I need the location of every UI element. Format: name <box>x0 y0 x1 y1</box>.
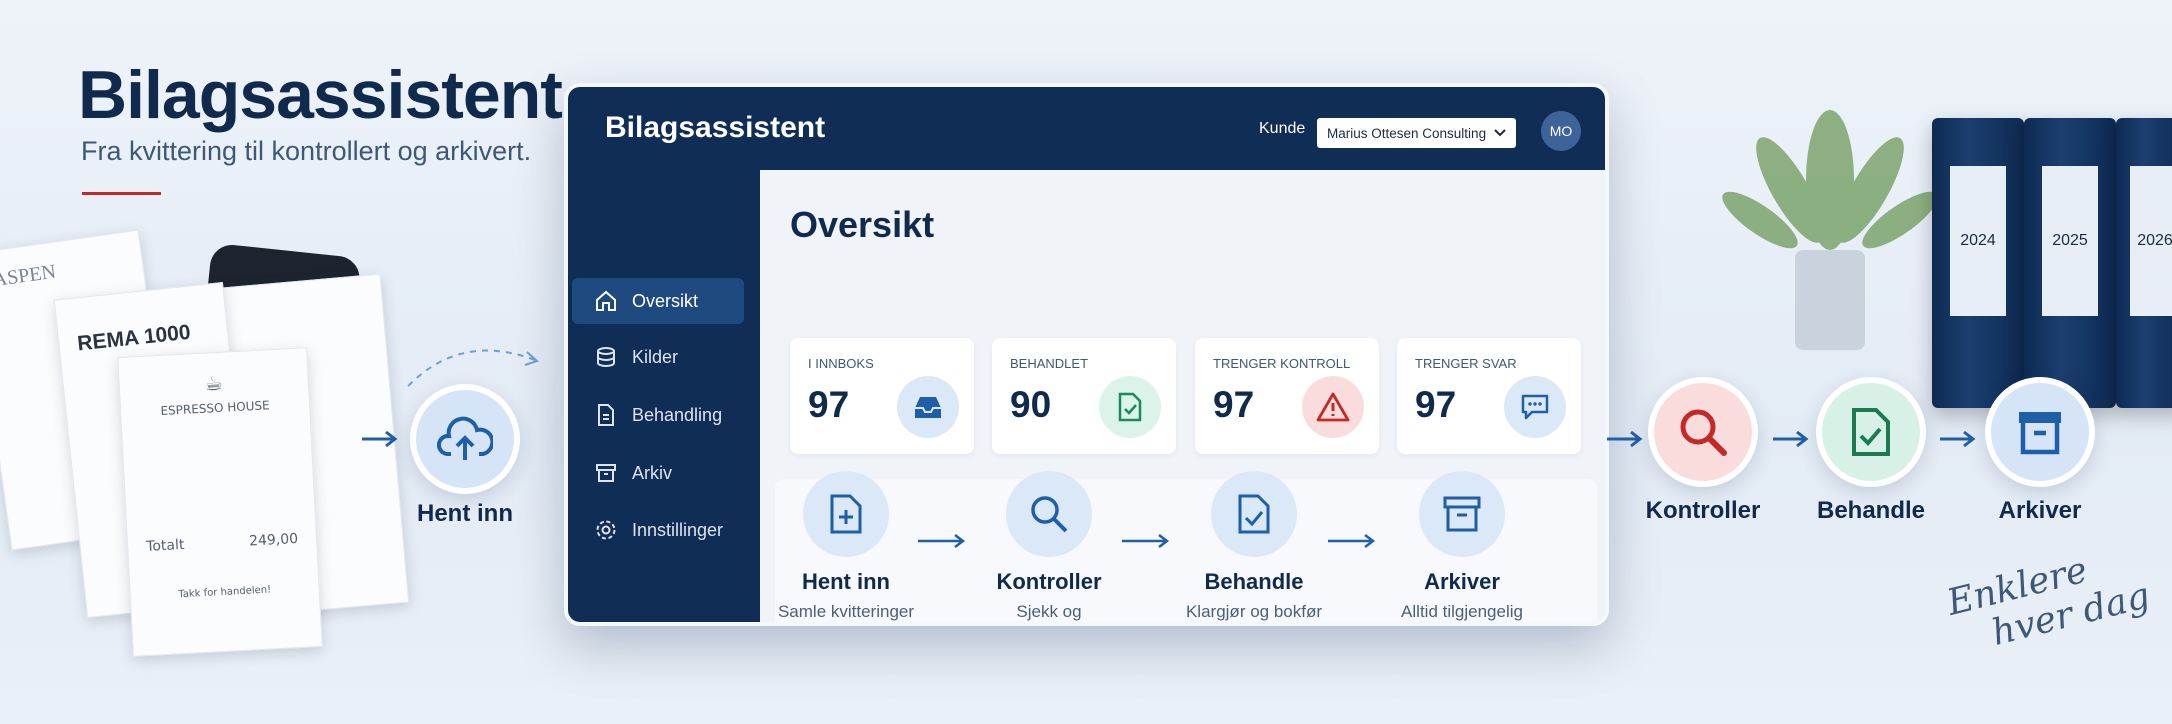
stat-icon <box>897 376 959 438</box>
flow-arrows <box>1607 430 1976 448</box>
stat-icon <box>1504 376 1566 438</box>
stat-card: TRENGER SVAR 97 <box>1397 338 1581 454</box>
nav-item[interactable]: Kilder <box>572 334 744 380</box>
app-window: Bilagsassistent Kunde Marius Ottesen Con… <box>564 83 1609 626</box>
stat-icon <box>1302 376 1364 438</box>
binder: 2026 <box>2116 118 2172 408</box>
hero-title: Bilagsassistent <box>78 57 563 133</box>
nav-label: Behandling <box>632 404 723 425</box>
flow-icon <box>1985 377 2095 487</box>
flow-label: Arkiver <box>1998 497 2082 524</box>
step-arrows <box>918 534 1376 548</box>
dashed-arrow <box>403 349 539 390</box>
stat-icon <box>1099 376 1161 438</box>
stat-value: 97 <box>1415 384 1457 425</box>
step-desc: Samle kvitteringer og dokumenter <box>777 602 915 621</box>
step: Arkiver Alltid tilgjengelig <box>1362 471 1562 622</box>
nav-label: Oversikt <box>632 290 699 311</box>
step: Behandle Klargjør og bokfør <box>1154 471 1354 622</box>
flow-icon <box>1648 377 1758 487</box>
stat-label: BEHANDLET <box>1010 356 1089 371</box>
step-title: Behandle <box>1204 569 1304 594</box>
step-icon <box>803 471 889 557</box>
step-desc: Alltid tilgjengelig <box>1401 602 1523 621</box>
flow-arrow <box>362 430 398 448</box>
page-title: Oversikt <box>790 204 935 245</box>
accent-rule <box>82 192 161 195</box>
stat-label: I INNBOKS <box>808 356 874 371</box>
flow-label: Behandle <box>1816 497 1926 524</box>
receipt-total-label: Totalt <box>145 536 185 555</box>
customer-label: Kunde <box>1259 120 1306 137</box>
app-header: Bilagsassistent Kunde Marius Ottesen Con… <box>568 87 1605 170</box>
step-desc: Klargjør og bokfør <box>1185 602 1323 621</box>
receipt: ☕ ESPRESSO HOUSE Totalt 249,00 Takk for h… <box>117 347 323 657</box>
binder-label: 2024 <box>1950 166 2006 316</box>
step-icon <box>1006 471 1092 557</box>
app-title: Bilagsassistent <box>605 111 826 144</box>
content: Oversikt I INNBOKS 97 BEHANDLET 90 TRENG… <box>760 170 1605 622</box>
flow-label: Hent inn <box>417 500 513 527</box>
step: Kontroller Sjekk og kvalitetssikre <box>949 471 1149 622</box>
nav-item[interactable]: Behandling <box>572 392 744 438</box>
receipt-brand: ASPEN <box>0 260 58 292</box>
binder: 2024 <box>1932 118 2024 408</box>
step-desc: Sjekk og kvalitetssikre <box>1016 602 1082 621</box>
stat-card: BEHANDLET 90 <box>992 338 1176 454</box>
customer-name: Marius Ottesen Consulting <box>1327 125 1487 141</box>
receipt-total: 249,00 <box>248 530 299 550</box>
flow-label: Kontroller <box>1645 497 1761 524</box>
step-title: Arkiver <box>1424 569 1500 594</box>
stat-value: 97 <box>1213 384 1255 425</box>
binder-label: 2026 <box>2130 166 2172 316</box>
chevron <box>1494 129 1506 137</box>
nav-item[interactable]: Innstillinger <box>572 507 744 553</box>
stat-label: TRENGER KONTROLL <box>1213 356 1351 371</box>
binder: 2025 <box>2024 118 2116 408</box>
step-icon <box>1211 471 1297 557</box>
flow-icon <box>1816 377 1926 487</box>
step: Hent inn Samle kvitteringer og dokumente… <box>746 471 946 622</box>
plant-decoration <box>1722 110 1938 350</box>
stat-value: 90 <box>1010 384 1052 425</box>
receipt-brand: ESPRESSO HOUSE <box>160 398 271 418</box>
stat-card: I INNBOKS 97 <box>790 338 974 454</box>
sidebar: Oversikt Kilder Behandling Arkiv Innstil… <box>568 170 760 622</box>
receipt-brand: REMA 1000 <box>76 320 192 356</box>
step-title: Kontroller <box>996 569 1102 594</box>
hero-subtitle: Fra kvittering til kontrollert og arkive… <box>81 136 532 166</box>
customer-select[interactable]: Marius Ottesen Consulting <box>1317 118 1516 148</box>
nav-item[interactable]: Arkiv <box>572 450 744 496</box>
stat-value: 97 <box>808 384 850 425</box>
nav-item[interactable]: Oversikt <box>572 278 744 324</box>
flow-icon <box>410 384 520 494</box>
binder-label: 2025 <box>2042 166 2098 316</box>
step-icon <box>1419 471 1505 557</box>
receipt-thanks: Takk for handelen! <box>178 584 272 601</box>
nav-label: Innstillinger <box>632 519 724 540</box>
step-title: Hent inn <box>802 569 890 594</box>
stat-label: TRENGER SVAR <box>1415 356 1517 371</box>
nav-label: Arkiv <box>632 462 672 483</box>
stat-card: TRENGER KONTROLL 97 <box>1195 338 1379 454</box>
tagline: Enklere hver dag <box>1943 537 2154 662</box>
nav-label: Kilder <box>632 346 679 367</box>
avatar[interactable]: MO <box>1541 111 1581 151</box>
